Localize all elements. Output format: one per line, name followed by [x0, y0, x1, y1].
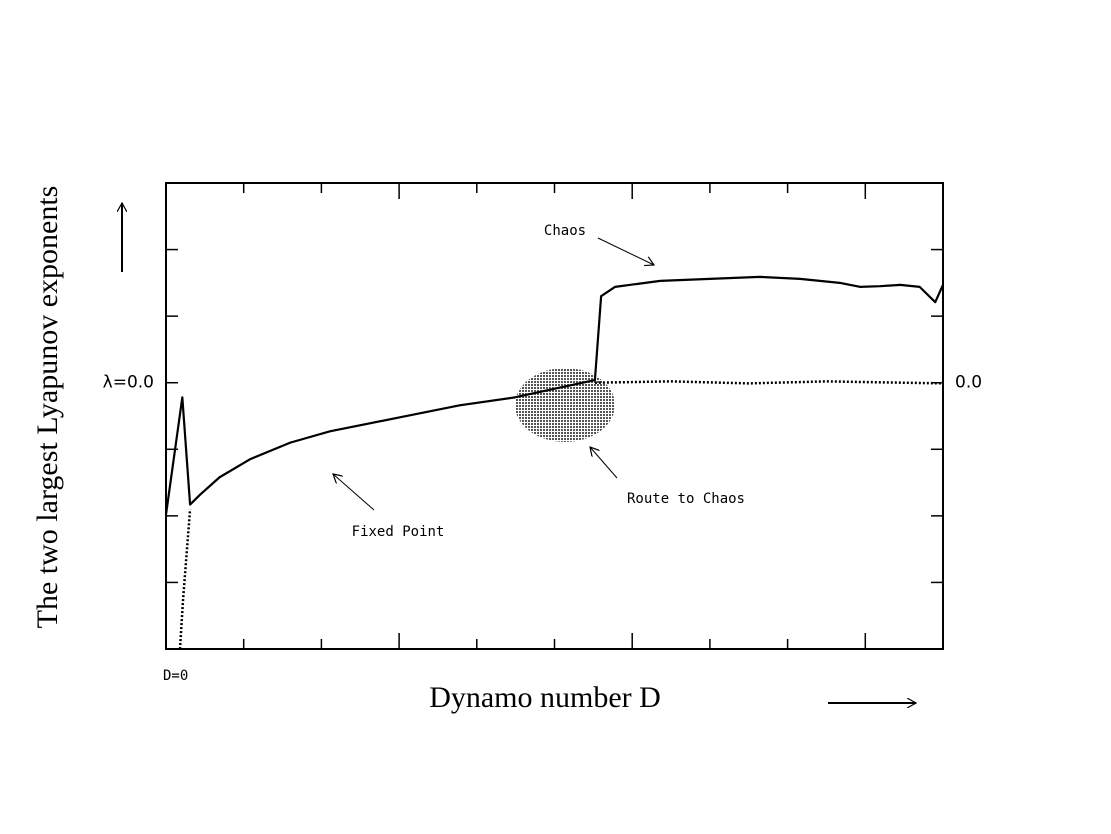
annotation-arrow — [590, 447, 618, 479]
series-line — [178, 380, 944, 650]
x-axis-label: Dynamo number D — [429, 681, 661, 714]
annotation: Chaos — [544, 223, 586, 239]
x-tick-label: D=0 — [163, 668, 188, 684]
y2-tick-label: 0.0 — [955, 373, 982, 393]
series-line — [164, 275, 945, 515]
y-tick-label: λ=0.0 — [103, 373, 154, 393]
annotation: Fixed Point — [352, 524, 445, 540]
annotation: Route to Chaos — [627, 491, 745, 507]
y-axis-label: The two largest Lyapunov exponents — [31, 186, 64, 629]
annotation-arrow — [597, 237, 654, 265]
annotation-arrow — [333, 474, 375, 511]
route-region — [515, 368, 615, 442]
